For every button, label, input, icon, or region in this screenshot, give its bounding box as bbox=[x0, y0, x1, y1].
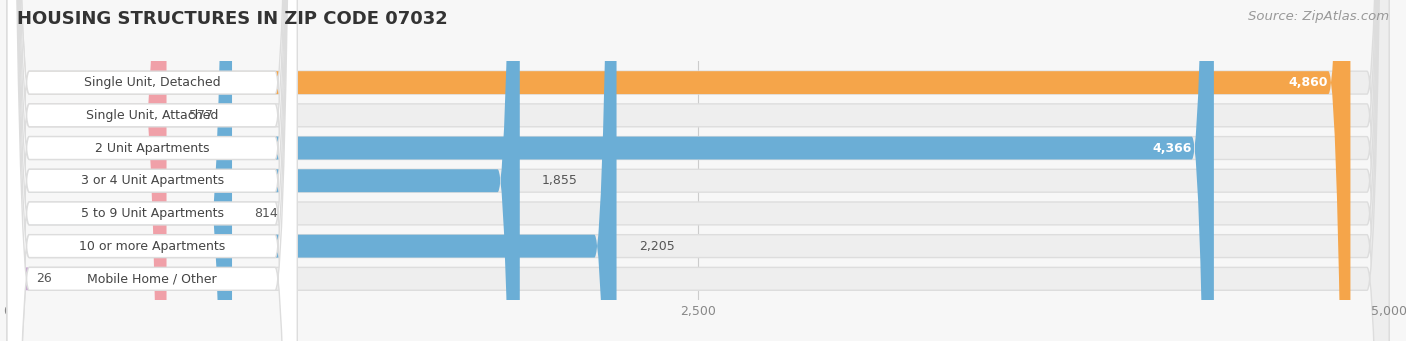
FancyBboxPatch shape bbox=[7, 0, 1350, 341]
Text: 3 or 4 Unit Apartments: 3 or 4 Unit Apartments bbox=[80, 174, 224, 187]
Text: 577: 577 bbox=[188, 109, 212, 122]
FancyBboxPatch shape bbox=[7, 0, 1389, 341]
FancyBboxPatch shape bbox=[7, 0, 297, 341]
FancyBboxPatch shape bbox=[7, 0, 520, 341]
Text: 2,205: 2,205 bbox=[638, 240, 675, 253]
FancyBboxPatch shape bbox=[7, 0, 297, 341]
Text: Mobile Home / Other: Mobile Home / Other bbox=[87, 272, 217, 285]
Text: 26: 26 bbox=[37, 272, 52, 285]
FancyBboxPatch shape bbox=[7, 0, 166, 341]
Text: Single Unit, Attached: Single Unit, Attached bbox=[86, 109, 218, 122]
Text: 814: 814 bbox=[254, 207, 278, 220]
Text: 10 or more Apartments: 10 or more Apartments bbox=[79, 240, 225, 253]
FancyBboxPatch shape bbox=[7, 0, 1389, 341]
FancyBboxPatch shape bbox=[7, 0, 1389, 341]
FancyBboxPatch shape bbox=[7, 0, 297, 341]
FancyBboxPatch shape bbox=[7, 0, 232, 341]
FancyBboxPatch shape bbox=[7, 0, 297, 341]
Text: 5 to 9 Unit Apartments: 5 to 9 Unit Apartments bbox=[80, 207, 224, 220]
FancyBboxPatch shape bbox=[7, 0, 1389, 341]
FancyBboxPatch shape bbox=[7, 0, 1389, 341]
Text: Source: ZipAtlas.com: Source: ZipAtlas.com bbox=[1249, 10, 1389, 23]
FancyBboxPatch shape bbox=[7, 0, 297, 341]
Text: 2 Unit Apartments: 2 Unit Apartments bbox=[94, 142, 209, 154]
Text: HOUSING STRUCTURES IN ZIP CODE 07032: HOUSING STRUCTURES IN ZIP CODE 07032 bbox=[17, 10, 447, 28]
FancyBboxPatch shape bbox=[7, 0, 1389, 341]
Text: 4,366: 4,366 bbox=[1153, 142, 1192, 154]
FancyBboxPatch shape bbox=[7, 0, 1389, 341]
Text: 4,860: 4,860 bbox=[1289, 76, 1329, 89]
FancyBboxPatch shape bbox=[7, 0, 617, 341]
Text: 1,855: 1,855 bbox=[541, 174, 578, 187]
FancyBboxPatch shape bbox=[7, 0, 1213, 341]
FancyBboxPatch shape bbox=[7, 0, 297, 341]
FancyBboxPatch shape bbox=[7, 0, 297, 341]
Text: Single Unit, Detached: Single Unit, Detached bbox=[84, 76, 221, 89]
FancyBboxPatch shape bbox=[0, 0, 30, 341]
